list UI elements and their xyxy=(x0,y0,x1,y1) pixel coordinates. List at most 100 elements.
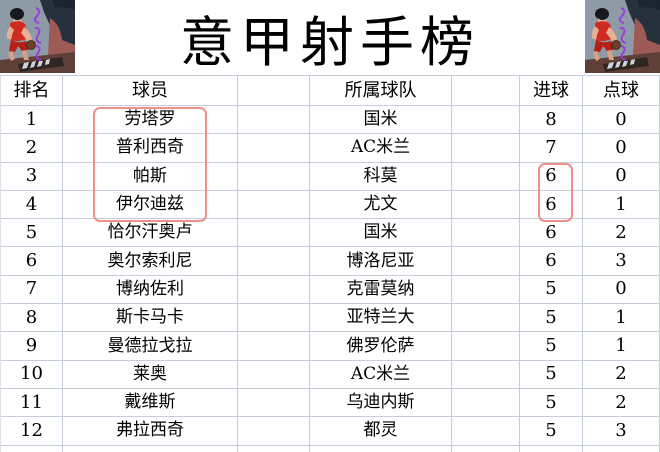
spacer-cell xyxy=(238,219,310,248)
penalties-cell: 3 xyxy=(583,417,660,446)
header-player: 球员 xyxy=(63,76,238,106)
goals-cell: 6 xyxy=(520,190,583,220)
header-goals: 进球 xyxy=(520,76,583,106)
team-cell: 博洛尼亚 xyxy=(310,247,452,276)
spacer-cell xyxy=(452,417,520,446)
player-cell: 伊尔迪兹 xyxy=(63,190,238,220)
header-rank: 排名 xyxy=(1,76,63,106)
spacer-cell xyxy=(452,106,520,135)
rank-cell: 12 xyxy=(1,417,63,446)
penalties-cell: 0 xyxy=(583,106,660,135)
spacer-cell xyxy=(452,162,520,191)
penalties-cell: 2 xyxy=(583,360,660,389)
basketball-art-image-left xyxy=(0,0,75,73)
spacer-cell xyxy=(238,388,310,418)
spacer-cell xyxy=(1,445,63,452)
goals-cell: 6 xyxy=(520,162,583,191)
penalties-cell: 2 xyxy=(583,388,660,418)
spacer-cell xyxy=(452,134,520,163)
rank-cell: 6 xyxy=(1,247,63,276)
player-cell: 恰尔汗奥卢 xyxy=(63,219,238,248)
team-cell: AC米兰 xyxy=(310,360,452,389)
goals-cell: 5 xyxy=(520,360,583,389)
team-cell: 都灵 xyxy=(310,417,452,446)
header-team: 所属球队 xyxy=(310,76,452,106)
team-cell: AC米兰 xyxy=(310,134,452,163)
rank-cell: 4 xyxy=(1,190,63,220)
penalties-cell: 1 xyxy=(583,332,660,361)
team-cell: 尤文 xyxy=(310,190,452,220)
page-title: 意甲射手榜 xyxy=(180,11,480,74)
team-cell: 亚特兰大 xyxy=(310,304,452,333)
goals-cell: 6 xyxy=(520,247,583,276)
team-cell: 乌迪内斯 xyxy=(310,388,452,418)
rank-cell: 9 xyxy=(1,332,63,361)
spacer-cell xyxy=(520,445,583,452)
penalties-cell: 3 xyxy=(583,247,660,276)
penalties-cell: 0 xyxy=(583,134,660,163)
spacer-cell xyxy=(452,275,520,305)
goals-cell: 5 xyxy=(520,417,583,446)
spacer-cell xyxy=(238,445,310,452)
spacer-cell xyxy=(452,219,520,248)
penalties-cell: 0 xyxy=(583,162,660,191)
team-cell: 国米 xyxy=(310,106,452,135)
penalties-cell: 1 xyxy=(583,190,660,220)
spacer-cell xyxy=(238,162,310,191)
spacer-cell xyxy=(238,76,310,106)
player-cell: 博纳佐利 xyxy=(63,275,238,305)
title-band: 意甲射手榜 xyxy=(0,0,660,75)
penalties-cell: 0 xyxy=(583,275,660,305)
spacer-cell xyxy=(238,417,310,446)
player-cell: 奥尔索利尼 xyxy=(63,247,238,276)
spacer-cell xyxy=(452,445,520,452)
player-cell: 斯卡马卡 xyxy=(63,304,238,333)
rank-cell: 1 xyxy=(1,106,63,135)
player-cell: 莱奥 xyxy=(63,360,238,389)
spacer-cell xyxy=(310,445,452,452)
spacer-cell xyxy=(452,388,520,418)
goals-cell: 8 xyxy=(520,106,583,135)
header-penalties: 点球 xyxy=(583,76,660,106)
spacer-cell xyxy=(238,332,310,361)
spacer-cell xyxy=(238,304,310,333)
team-cell: 克雷莫纳 xyxy=(310,275,452,305)
rank-cell: 11 xyxy=(1,388,63,418)
team-cell: 佛罗伦萨 xyxy=(310,332,452,361)
goals-cell: 6 xyxy=(520,219,583,248)
player-cell: 弗拉西奇 xyxy=(63,417,238,446)
rank-cell: 3 xyxy=(1,162,63,191)
spacer-cell xyxy=(452,76,520,106)
rank-cell: 7 xyxy=(1,275,63,305)
player-cell: 普利西奇 xyxy=(63,134,238,163)
rank-cell: 10 xyxy=(1,360,63,389)
spacer-cell xyxy=(238,360,310,389)
spacer-cell xyxy=(583,445,660,452)
rank-cell: 2 xyxy=(1,134,63,163)
spacer-cell xyxy=(238,190,310,220)
spacer-cell xyxy=(238,106,310,135)
goals-cell: 5 xyxy=(520,275,583,305)
team-cell: 国米 xyxy=(310,219,452,248)
rank-cell: 5 xyxy=(1,219,63,248)
spacer-cell xyxy=(452,332,520,361)
player-cell: 曼德拉戈拉 xyxy=(63,332,238,361)
spacer-cell xyxy=(452,304,520,333)
spacer-cell xyxy=(63,445,238,452)
player-cell: 戴维斯 xyxy=(63,388,238,418)
spacer-cell xyxy=(452,190,520,220)
goals-cell: 7 xyxy=(520,134,583,163)
spacer-cell xyxy=(452,360,520,389)
goals-cell: 5 xyxy=(520,304,583,333)
penalties-cell: 2 xyxy=(583,219,660,248)
spacer-cell xyxy=(238,275,310,305)
player-cell: 劳塔罗 xyxy=(63,106,238,135)
team-cell: 科莫 xyxy=(310,162,452,191)
player-cell: 帕斯 xyxy=(63,162,238,191)
basketball-art-image-right xyxy=(585,0,660,73)
penalties-cell: 1 xyxy=(583,304,660,333)
rank-cell: 8 xyxy=(1,304,63,333)
goals-cell: 5 xyxy=(520,388,583,418)
